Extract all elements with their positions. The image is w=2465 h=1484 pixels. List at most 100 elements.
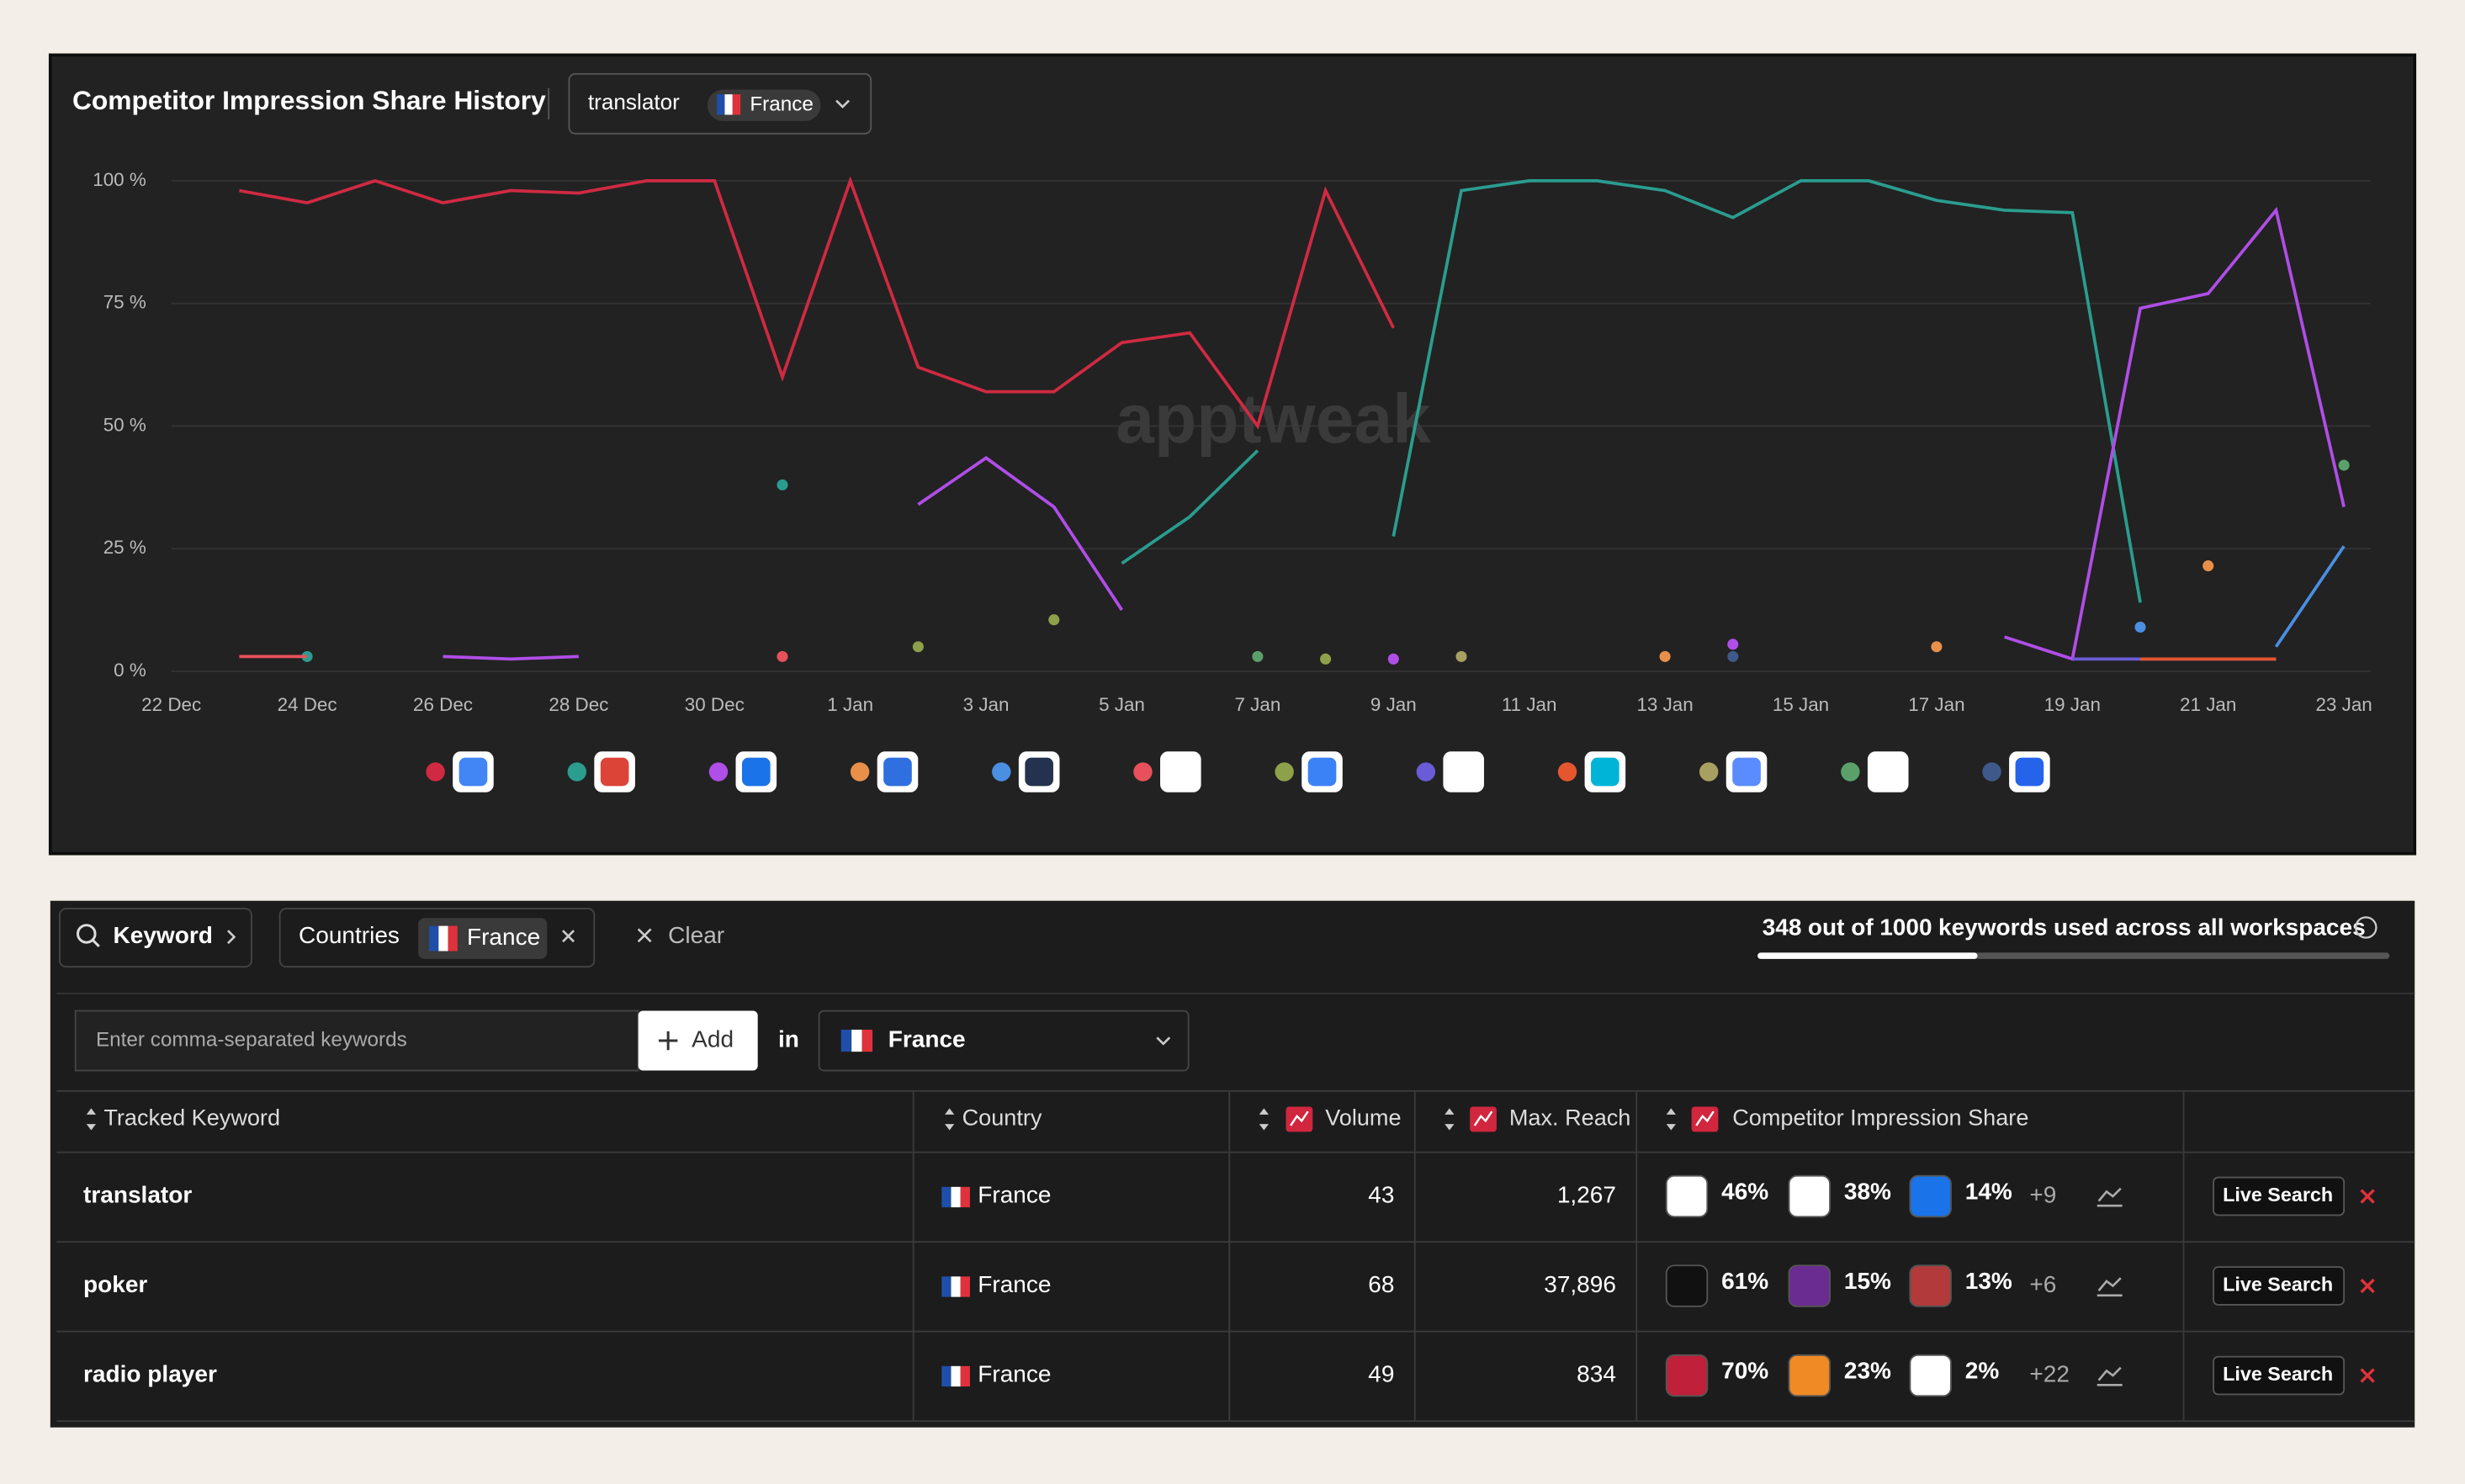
more-count: +9 xyxy=(2029,1181,2056,1207)
legend-swatch[interactable] xyxy=(1982,762,2001,782)
search-icon xyxy=(77,924,97,944)
reach-cell: 37,896 xyxy=(1544,1271,1616,1297)
volume-cell: 43 xyxy=(1368,1181,1394,1207)
metric-icon-line xyxy=(1290,1110,1309,1126)
legend-app-icon-inner xyxy=(2015,757,2044,787)
sort-icon xyxy=(1259,1108,1269,1131)
column-header[interactable]: Tracked Keyword xyxy=(103,1105,280,1131)
legend-swatch[interactable] xyxy=(1133,762,1153,782)
trend-icon[interactable] xyxy=(2097,1366,2123,1386)
data-point xyxy=(2203,560,2214,572)
app-icon xyxy=(1788,1354,1832,1397)
chevron-icon xyxy=(227,930,236,945)
series-line xyxy=(2004,206,2346,661)
share-cell: 23% xyxy=(1844,1358,1891,1384)
share-cell: 2% xyxy=(1965,1358,2000,1384)
filter-label: Countries xyxy=(299,922,400,948)
y-tick-label: 25 % xyxy=(103,537,146,558)
share-cell: 61% xyxy=(1721,1268,1768,1294)
flag-stripe xyxy=(960,1186,970,1208)
legend-swatch[interactable] xyxy=(992,762,1011,782)
more-count: +6 xyxy=(2029,1271,2056,1297)
data-point xyxy=(1727,650,1739,662)
data-point xyxy=(1252,650,1264,662)
flag-icon xyxy=(429,925,458,951)
live-search-button[interactable] xyxy=(2213,1355,2346,1396)
watermark: apptweak xyxy=(1116,381,1431,458)
flag-icon xyxy=(717,94,741,115)
more-count: +22 xyxy=(2029,1360,2070,1386)
countries-filter[interactable] xyxy=(278,908,596,968)
legend-swatch[interactable] xyxy=(1557,762,1577,782)
flag-icon xyxy=(840,1029,873,1052)
x-tick-label: 11 Jan xyxy=(1502,694,1557,715)
flag-icon xyxy=(941,1276,970,1297)
remove-icon[interactable] xyxy=(562,930,575,943)
flag-stripe xyxy=(851,1029,862,1052)
column-header[interactable]: Max. Reach xyxy=(1509,1105,1630,1131)
in-label: in xyxy=(778,1026,799,1052)
flag-stripe xyxy=(960,1276,970,1297)
legend-swatch[interactable] xyxy=(1275,762,1294,782)
column-header[interactable]: Competitor Impression Share xyxy=(1732,1105,2028,1131)
legend-swatch[interactable] xyxy=(1416,762,1436,782)
column-header[interactable]: Volume xyxy=(1325,1105,1401,1131)
flag-icon xyxy=(941,1365,970,1387)
usage-part: 348 xyxy=(1763,914,1802,941)
flag-stripe xyxy=(448,925,458,951)
flag-stripe xyxy=(951,1365,961,1387)
live-search-button[interactable] xyxy=(2213,1266,2346,1306)
flag-stripe xyxy=(717,94,725,115)
x-tick-label: 24 Dec xyxy=(278,694,337,715)
data-point xyxy=(2134,621,2146,633)
clear-button[interactable]: Clear xyxy=(668,922,724,948)
chevron-icon xyxy=(1156,1036,1171,1046)
app-icon xyxy=(1909,1264,1952,1307)
clear-icon xyxy=(637,928,652,943)
volume-cell: 49 xyxy=(1368,1360,1394,1386)
live-search-button[interactable] xyxy=(2213,1176,2346,1216)
flag-stripe xyxy=(951,1186,961,1208)
flag-stripe xyxy=(732,94,741,115)
series-line xyxy=(239,176,1395,430)
keyword-label: translator xyxy=(588,89,680,114)
reach-cell: 1,267 xyxy=(1557,1181,1616,1207)
trend-icon[interactable] xyxy=(2097,1277,2123,1297)
legend-app-icon-inner xyxy=(459,757,488,787)
y-tick-label: 75 % xyxy=(103,292,146,313)
data-point xyxy=(2338,459,2350,471)
legend-swatch[interactable] xyxy=(1841,762,1860,782)
data-point xyxy=(777,479,788,490)
trend-icon[interactable] xyxy=(2097,1187,2123,1207)
x-tick-label: 17 Jan xyxy=(1908,694,1964,715)
legend-swatch[interactable] xyxy=(850,762,870,782)
column-header[interactable]: Country xyxy=(962,1105,1042,1131)
remove-icon[interactable] xyxy=(2360,1189,2375,1204)
keyword-dropdown[interactable] xyxy=(568,72,872,135)
flag-stripe xyxy=(840,1029,852,1052)
search-icon xyxy=(92,939,100,947)
keyword-input[interactable] xyxy=(74,1010,639,1072)
legend-app-icon-inner xyxy=(1166,757,1195,787)
keyword-filter[interactable] xyxy=(59,908,252,968)
legend-swatch[interactable] xyxy=(426,762,445,782)
keyword-cell: poker xyxy=(83,1271,147,1297)
legend-swatch[interactable] xyxy=(1699,762,1719,782)
app-icon xyxy=(1788,1264,1832,1307)
remove-icon[interactable] xyxy=(2360,1278,2375,1294)
input-placeholder: Enter comma-separated keywords xyxy=(96,1028,407,1051)
usage-part: 1000 xyxy=(1879,914,1932,941)
flag-stripe xyxy=(429,925,439,951)
add-label: Add xyxy=(692,1026,734,1052)
legend-app-icon-inner xyxy=(1449,757,1478,787)
legend-swatch[interactable] xyxy=(708,762,729,782)
table-panel xyxy=(50,900,2415,1428)
remove-icon[interactable] xyxy=(2360,1368,2375,1383)
legend-swatch[interactable] xyxy=(567,762,586,782)
add-button[interactable] xyxy=(638,1010,758,1071)
country-select[interactable] xyxy=(818,1010,1190,1072)
flag-stripe xyxy=(941,1186,952,1208)
x-tick-label: 26 Dec xyxy=(413,694,473,715)
y-tick-label: 100 % xyxy=(93,169,146,190)
app-icon xyxy=(1665,1264,1709,1307)
